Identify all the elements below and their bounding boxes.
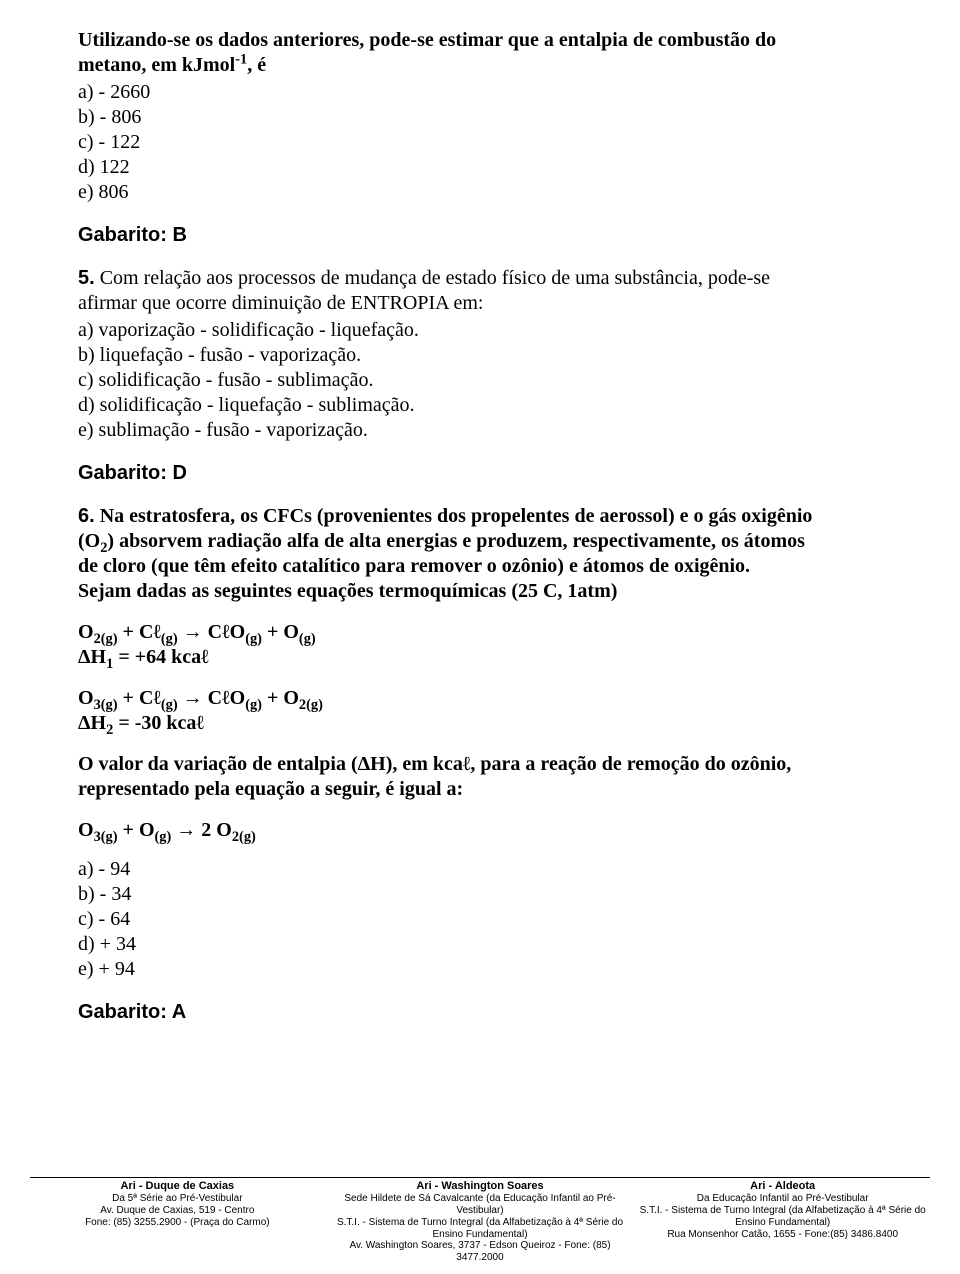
footer-col-3: Ari - Aldeota Da Educação Infantil ao Pr…	[635, 1180, 930, 1264]
q6-p1: 6. Na estratosfera, os CFCs (proveniente…	[78, 504, 882, 604]
q6-p1-l3: de cloro (que têm efeito catalítico para…	[78, 555, 750, 577]
footer-col3-l1: Da Educação Infantil ao Pré-Vestibular	[635, 1193, 930, 1205]
q4-intro-sup: -1	[235, 51, 247, 67]
q6-feq-og-sub: (g)	[155, 829, 172, 845]
footer-columns: Ari - Duque de Caxias Da 5ª Série ao Pré…	[0, 1178, 960, 1264]
q4-opt-e: e) 806	[78, 180, 882, 205]
q6-eq2: O3(g) + Cℓ(g) → CℓO(g) + O2(g) ΔH2 = -30…	[78, 686, 882, 736]
q4-intro: Utilizando-se os dados anteriores, pode-…	[78, 28, 882, 78]
q6-dh1-post: = +64 kca	[113, 646, 201, 668]
page-footer: Ari - Duque de Caxias Da 5ª Série ao Pré…	[0, 1177, 960, 1264]
q5-intro-l1: Com relação aos processos de mudança de …	[95, 267, 770, 289]
q6-eq2-cl-sub: (g)	[161, 697, 178, 713]
q6-p1-l2-post: ) absorvem radiação alfa de alta energia…	[107, 530, 804, 552]
q5-opt-c: c) solidificação - fusão - sublimação.	[78, 368, 882, 393]
q6-final-eq: O3(g) + O(g) → 2 O2(g)	[78, 818, 882, 843]
q6-eq2-o3: O	[78, 687, 94, 709]
q6-eq1-o2: O	[78, 621, 94, 643]
q6-eq1-o2-sub: 2(g)	[94, 631, 118, 647]
q6-options: a) - 94 b) - 34 c) - 64 d) + 34 e) + 94	[78, 857, 882, 982]
q5-gabarito: Gabarito: D	[78, 461, 882, 486]
q6-eq1-l2: ℓ	[222, 621, 230, 643]
footer-col3-l3: Rua Monsenhor Catão, 1655 - Fone:(85) 34…	[635, 1229, 930, 1241]
q4-intro-l2-suf: , é	[247, 54, 266, 76]
q6-eq1-plus2: + O	[262, 621, 299, 643]
q6-eq1-clo-sub: (g)	[245, 631, 262, 647]
q6-p2: O valor da variação de entalpia (ΔH), em…	[78, 752, 882, 802]
q6-eq2-l2: ℓ	[222, 687, 230, 709]
q4-opt-c: c) - 122	[78, 130, 882, 155]
q4-gabarito: Gabarito: B	[78, 223, 882, 248]
q6-feq-o3-sub: 3(g)	[94, 829, 118, 845]
footer-col1-l1: Da 5ª Série ao Pré-Vestibular	[30, 1193, 325, 1205]
q6-eq1-arrow: → C	[178, 621, 222, 643]
q6-p2-l1-post: , para a reação de remoção do ozônio,	[470, 753, 791, 775]
q6-dh2-post: = -30 kca	[113, 712, 196, 734]
q5-intro: 5. Com relação aos processos de mudança …	[78, 266, 882, 316]
q6-eq1-plus1: + C	[118, 621, 154, 643]
q6-eq1-og-sub: (g)	[299, 631, 316, 647]
q6-opt-a: a) - 94	[78, 857, 882, 882]
footer-col3-title: Ari - Aldeota	[635, 1180, 930, 1193]
q4-opt-b: b) - 806	[78, 105, 882, 130]
q4-intro-l2-pre: metano, em kJmol	[78, 54, 235, 76]
q6-eq1-o: O	[230, 621, 246, 643]
q6-opt-c: c) - 64	[78, 907, 882, 932]
q6-opt-d: d) + 34	[78, 932, 882, 957]
content: Utilizando-se os dados anteriores, pode-…	[78, 28, 882, 1025]
footer-col2-l3: Av. Washington Soares, 3737 - Edson Quei…	[333, 1240, 628, 1264]
q6-eq1: O2(g) + Cℓ(g) → CℓO(g) + O(g) ΔH1 = +64 …	[78, 620, 882, 670]
q6-eq2-o2g-sub: 2(g)	[299, 697, 323, 713]
q4-opt-a: a) - 2660	[78, 80, 882, 105]
footer-col3-l2: S.T.I. - Sistema de Turno Integral (da A…	[635, 1205, 930, 1229]
q6-number: 6.	[78, 505, 95, 527]
q4-intro-l1: Utilizando-se os dados anteriores, pode-…	[78, 29, 776, 51]
q6-eq2-o: O	[230, 687, 246, 709]
q5-opt-d: d) solidificação - liquefação - sublimaç…	[78, 393, 882, 418]
q6-p1-l2-pre: (O	[78, 530, 100, 552]
q5-number: 5.	[78, 267, 95, 289]
q6-p1-l1: Na estratosfera, os CFCs (provenientes d…	[95, 505, 813, 527]
q6-feq-o3: O	[78, 819, 94, 841]
q5-intro-l2: afirmar que ocorre diminuição de ENTROPI…	[78, 292, 483, 314]
q6-eq1-cl-sub: (g)	[161, 631, 178, 647]
q5-opt-e: e) sublimação - fusão - vaporização.	[78, 418, 882, 443]
footer-col2-l2: S.T.I. - Sistema de Turno Integral (da A…	[333, 1217, 628, 1241]
footer-col-1: Ari - Duque de Caxias Da 5ª Série ao Pré…	[30, 1180, 325, 1264]
q5-opt-b: b) liquefação - fusão - vaporização.	[78, 343, 882, 368]
q6-p2-l2: representado pela equação a seguir, é ig…	[78, 778, 463, 800]
footer-col1-title: Ari - Duque de Caxias	[30, 1180, 325, 1193]
q6-gabarito: Gabarito: A	[78, 1000, 882, 1025]
page: Utilizando-se os dados anteriores, pode-…	[0, 0, 960, 1274]
footer-col-2: Ari - Washington Soares Sede Hildete de …	[333, 1180, 628, 1264]
q6-eq2-plus1: + C	[118, 687, 154, 709]
q6-eq2-o3-sub: 3(g)	[94, 697, 118, 713]
q6-dh1-pre: ΔH	[78, 646, 106, 668]
q6-feq-arrow: → 2 O	[171, 819, 232, 841]
q5-options: a) vaporização - solidificação - liquefa…	[78, 318, 882, 443]
q6-opt-e: e) + 94	[78, 957, 882, 982]
q6-eq2-clo-sub: (g)	[245, 697, 262, 713]
footer-col2-title: Ari - Washington Soares	[333, 1180, 628, 1193]
q6-p2-l1-pre: O valor da variação de entalpia (ΔH), em…	[78, 753, 463, 775]
q4-opt-d: d) 122	[78, 155, 882, 180]
q6-eq2-l1: ℓ	[153, 687, 161, 709]
q4-options: a) - 2660 b) - 806 c) - 122 d) 122 e) 80…	[78, 80, 882, 205]
q6-p1-l4: Sejam dadas as seguintes equações termoq…	[78, 580, 617, 602]
q6-eq2-arrow: → C	[178, 687, 222, 709]
q6-dh1-l: ℓ	[201, 646, 209, 668]
q6-dh2-l: ℓ	[196, 712, 204, 734]
q6-opt-b: b) - 34	[78, 882, 882, 907]
q6-eq2-plus2: + O	[262, 687, 299, 709]
q6-dh2-pre: ΔH	[78, 712, 106, 734]
footer-col1-l3: Fone: (85) 3255.2900 - (Praça do Carmo)	[30, 1217, 325, 1229]
q6-feq-o2-sub: 2(g)	[232, 829, 256, 845]
q6-eq1-l1: ℓ	[153, 621, 161, 643]
q6-feq-plus: + O	[118, 819, 155, 841]
q5-opt-a: a) vaporização - solidificação - liquefa…	[78, 318, 882, 343]
footer-col2-l1: Sede Hildete de Sá Cavalcante (da Educaç…	[333, 1193, 628, 1217]
footer-col1-l2: Av. Duque de Caxias, 519 - Centro	[30, 1205, 325, 1217]
